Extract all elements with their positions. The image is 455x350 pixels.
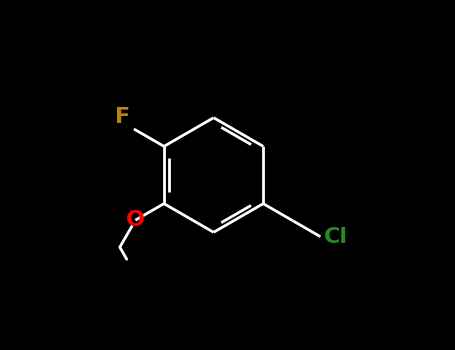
Text: F: F <box>115 107 130 127</box>
Text: O: O <box>126 210 145 230</box>
Text: Cl: Cl <box>324 227 348 247</box>
